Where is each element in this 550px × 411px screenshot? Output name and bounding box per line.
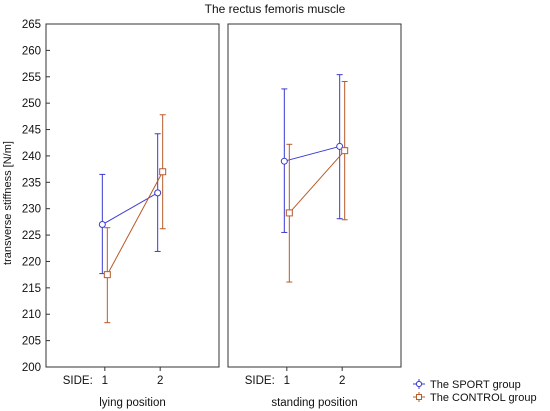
y-tick-label: 255: [22, 72, 41, 84]
y-tick-label: 265: [22, 19, 41, 31]
data-point: [154, 189, 162, 197]
y-tick-label: 245: [22, 125, 41, 137]
x-tick-label: 2: [157, 375, 163, 387]
series-line: [106, 171, 164, 275]
x-tick-label: 1: [102, 375, 108, 387]
chart-title: The rectus femoris muscle: [205, 2, 346, 16]
x-tick-label: 2: [339, 375, 345, 387]
series-line: [102, 192, 158, 225]
panel-frame: [227, 23, 402, 368]
data-point: [285, 209, 293, 217]
legend-marker: [415, 380, 423, 388]
y-tick-label: 205: [22, 336, 41, 348]
y-tick-label: 225: [22, 230, 41, 242]
data-point: [159, 168, 167, 176]
panel-label: standing position: [271, 397, 357, 409]
y-axis-label: transverse stiffness [N/m]: [2, 141, 14, 265]
series-line: [288, 150, 346, 214]
x-tick-label: 1: [284, 375, 290, 387]
y-tick-label: 230: [22, 204, 41, 216]
legend-label: The CONTROL group: [430, 392, 537, 404]
y-tick-label: 215: [22, 283, 41, 295]
panel-frame: [45, 23, 220, 368]
series-line: [284, 145, 340, 162]
legend-marker: [416, 394, 422, 400]
y-tick-label: 210: [22, 309, 41, 321]
y-tick-label: 260: [22, 45, 41, 57]
data-point: [103, 271, 111, 279]
y-tick-label: 220: [22, 256, 41, 268]
y-tick-label: 250: [22, 98, 41, 110]
x-axis-title: SIDE:: [245, 375, 275, 387]
data-point: [341, 147, 349, 155]
y-tick-label: 240: [22, 151, 41, 163]
panel-label: lying position: [99, 397, 165, 409]
data-point: [280, 157, 288, 165]
x-axis-title: SIDE:: [63, 375, 93, 387]
legend-label: The SPORT group: [430, 379, 521, 391]
y-tick-label: 235: [22, 177, 41, 189]
y-tick-label: 200: [22, 362, 41, 374]
data-point: [98, 221, 106, 229]
